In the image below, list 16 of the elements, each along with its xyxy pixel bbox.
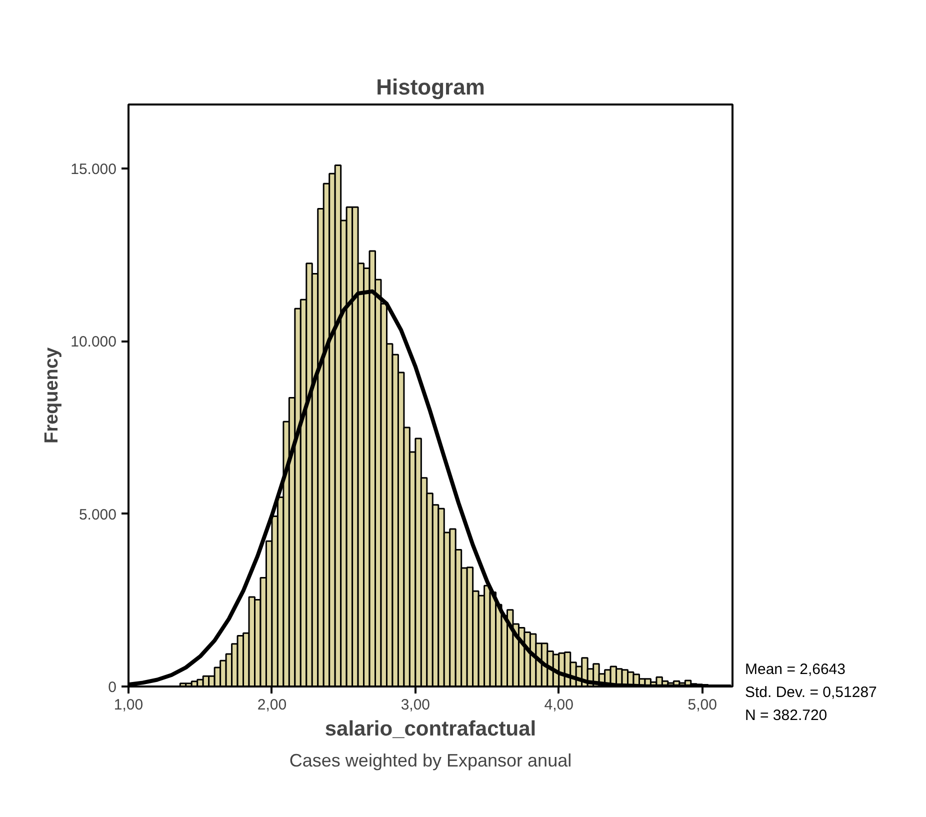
x-tick-label: 3,00 xyxy=(400,696,430,714)
text: N = 382.720 xyxy=(745,706,828,726)
y-tick-label: 10.000 xyxy=(70,334,117,351)
x-tick-label: 1,00 xyxy=(114,696,144,714)
x-axis-title: salario_contrafactual xyxy=(324,718,536,740)
y-tick-label: 0 xyxy=(108,679,116,696)
chart-title: Histogram xyxy=(376,74,485,100)
text: Std. Dev. = 0,51287 xyxy=(745,683,877,703)
x-tick-label: 5,00 xyxy=(688,696,717,714)
text: Cases weighted by Expansor anual xyxy=(289,750,572,770)
x-tick-label: 4,00 xyxy=(544,696,574,714)
y-axis-title: Frequency xyxy=(42,347,63,444)
x-tick-label: 2,00 xyxy=(257,696,287,714)
y-tick-label: 5.000 xyxy=(78,506,117,524)
y-tick-label: 15.000 xyxy=(70,160,117,178)
text: Mean = 2,6643 xyxy=(745,660,846,680)
